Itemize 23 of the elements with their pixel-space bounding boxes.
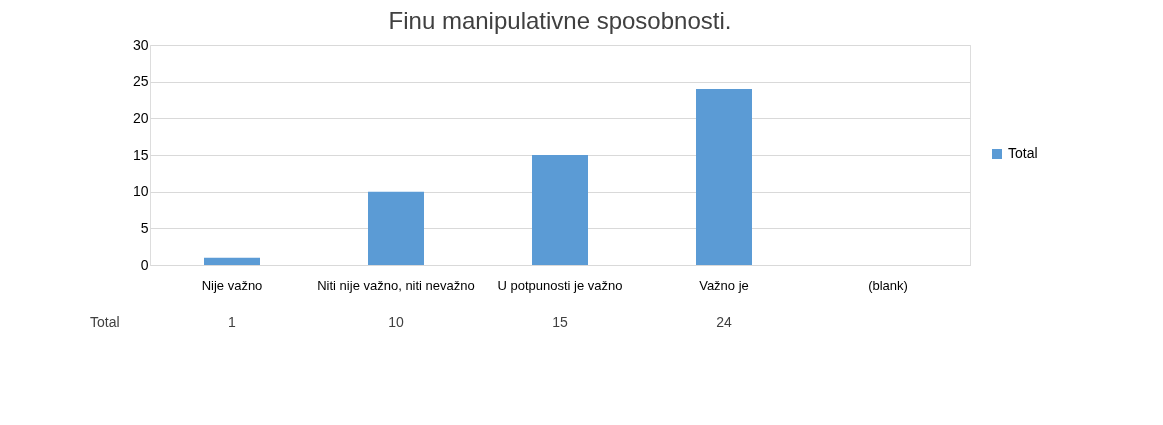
legend-label: Total — [1008, 145, 1038, 161]
x-tick-label: Niti nije važno, niti nevažno — [317, 277, 475, 293]
data-label: 1 — [228, 314, 237, 330]
text: Total — [90, 314, 120, 330]
y-tick-label: 0 — [140, 256, 149, 273]
bar — [532, 155, 588, 265]
bar — [368, 191, 424, 265]
y-tick-label: 5 — [140, 219, 149, 236]
y-tick-label: 25 — [132, 73, 149, 90]
y-tick-label: 15 — [132, 146, 149, 163]
x-tick-label: Važno je — [699, 277, 749, 293]
chart-title: Finu manipulativne sposobnosti. — [388, 7, 732, 34]
y-tick-label: 30 — [132, 36, 149, 53]
y-tick-label: 20 — [132, 109, 149, 126]
x-tick-label: (blank) — [868, 277, 908, 293]
bar — [204, 257, 260, 265]
x-tick-label: Nije važno — [201, 277, 263, 293]
data-label: 24 — [716, 314, 732, 330]
data-label: 10 — [388, 314, 404, 330]
bar — [696, 89, 752, 265]
y-tick-label: 10 — [132, 183, 149, 200]
x-tick-label: U potpunosti je važno — [497, 277, 623, 293]
data-label: 15 — [552, 314, 568, 330]
